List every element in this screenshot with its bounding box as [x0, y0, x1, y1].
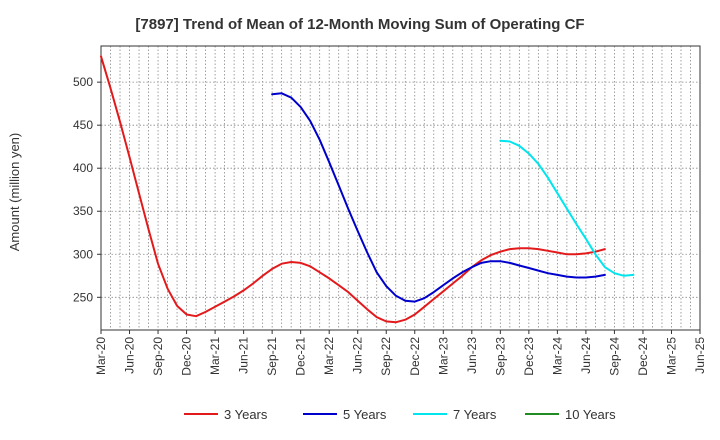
x-tick-label: Dec-22	[408, 337, 422, 376]
x-tick-label: Mar-21	[208, 337, 222, 375]
x-tick-label: Dec-21	[294, 337, 308, 376]
y-axis-label: Amount (million yen)	[7, 133, 22, 252]
series-line-5-years	[271, 92, 606, 303]
legend: 3 Years 5 Years 7 Years 10 Years	[184, 407, 616, 422]
y-tick-label: 350	[73, 204, 93, 218]
x-tick-label: Mar-24	[550, 337, 564, 375]
legend-label-3-years: 3 Years	[224, 407, 268, 422]
grid-lines	[101, 46, 700, 330]
y-axis-ticks: 250 300 350 400 450 500	[73, 75, 101, 304]
x-tick-label: Sep-24	[607, 337, 621, 376]
x-tick-label: Mar-25	[664, 337, 678, 375]
legend-label-10-years: 10 Years	[565, 407, 616, 422]
plot-frame	[100, 45, 701, 331]
x-tick-label: Sep-23	[493, 337, 507, 376]
x-tick-label: Mar-20	[94, 337, 108, 375]
legend-label-7-years: 7 Years	[453, 407, 497, 422]
x-tick-label: Mar-22	[322, 337, 336, 375]
legend-label-5-years: 5 Years	[343, 407, 387, 422]
x-tick-label: Jun-23	[465, 337, 479, 374]
x-tick-label: Jun-20	[123, 337, 137, 374]
x-tick-label: Sep-20	[151, 337, 165, 376]
series-line-3-years	[100, 55, 606, 324]
chart-title: [7897] Trend of Mean of 12-Month Moving …	[135, 16, 584, 33]
x-tick-label: Mar-23	[436, 337, 450, 375]
y-tick-label: 500	[73, 75, 93, 89]
x-tick-label: Jun-21	[237, 337, 251, 374]
x-tick-label: Sep-22	[379, 337, 393, 376]
x-tick-label: Jun-25	[693, 337, 707, 374]
y-tick-label: 400	[73, 161, 93, 175]
x-tick-label: Jun-22	[351, 337, 365, 374]
series-group	[100, 55, 635, 324]
x-tick-label: Dec-20	[180, 337, 194, 376]
x-axis-ticks: Mar-20 Jun-20 Sep-20 Dec-20 Mar-21 Jun-21 Sep-…	[94, 330, 707, 376]
x-tick-label: Dec-23	[522, 337, 536, 376]
x-tick-label: Jun-24	[579, 337, 593, 374]
x-tick-label: Sep-21	[265, 337, 279, 376]
y-tick-label: 300	[73, 247, 93, 261]
y-tick-label: 250	[73, 290, 93, 304]
y-tick-label: 450	[73, 118, 93, 132]
x-tick-label: Dec-24	[636, 337, 650, 376]
series-line-7-years	[499, 139, 635, 277]
